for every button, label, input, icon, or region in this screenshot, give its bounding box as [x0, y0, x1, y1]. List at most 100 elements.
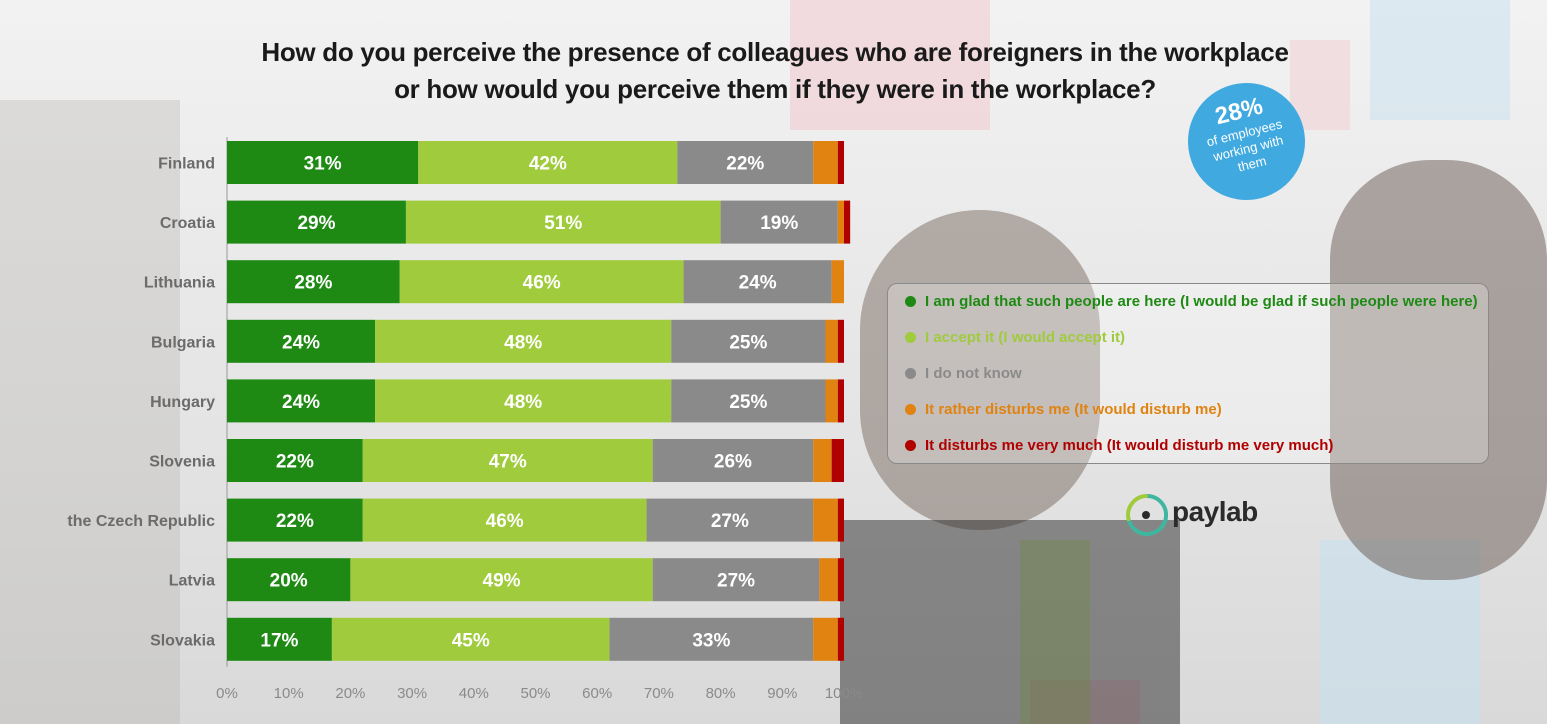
- category-label: Slovakia: [150, 632, 215, 649]
- bar-segment: [331, 617, 610, 661]
- data-label: 47%: [489, 452, 527, 473]
- legend-item-dont-know: I do not know: [905, 361, 1022, 385]
- bar-segment: [227, 498, 363, 542]
- bar-segment: [819, 558, 838, 602]
- data-label: 27%: [717, 571, 755, 592]
- bar-segment: [362, 498, 647, 542]
- bar-segment: [837, 498, 844, 542]
- bar-segment: [813, 141, 838, 184]
- bar-segment: [813, 617, 838, 661]
- data-label: 42%: [529, 154, 567, 175]
- bar-segment: [652, 558, 820, 602]
- data-label: 49%: [483, 571, 521, 592]
- bar-segment: [418, 141, 678, 184]
- data-label: 19%: [760, 213, 798, 234]
- bar-segment: [671, 379, 826, 423]
- bar-segment: [399, 260, 684, 304]
- bar-segment: [831, 439, 844, 482]
- category-label: Lithuania: [144, 275, 215, 292]
- legend-item-disturbs-very-much: It disturbs me very much (It would distu…: [905, 433, 1333, 457]
- x-tick-label: 50%: [520, 685, 550, 702]
- bar-segment: [831, 260, 844, 304]
- category-label: Bulgaria: [151, 334, 215, 351]
- legend-swatch-dont-know: [905, 367, 916, 379]
- bar-segment: [227, 439, 363, 482]
- legend-item-glad: I am glad that such people are here (I w…: [905, 289, 1478, 313]
- bar-segment: [405, 200, 721, 244]
- data-label: 20%: [270, 571, 308, 592]
- bar-segment: [825, 379, 838, 423]
- x-tick-label: 30%: [397, 685, 427, 702]
- data-label: 25%: [729, 392, 767, 413]
- bar-segment: [837, 141, 844, 184]
- bar-segment: [813, 498, 838, 542]
- data-label: 48%: [504, 332, 542, 353]
- chart-title: How do you perceive the presence of coll…: [150, 34, 1400, 108]
- legend-label-glad: I am glad that such people are here (I w…: [925, 292, 1478, 310]
- bar-segment: [646, 498, 814, 542]
- bar-segment: [683, 260, 832, 304]
- category-label: Slovenia: [149, 454, 215, 471]
- data-label: 22%: [276, 511, 314, 532]
- data-label: 33%: [692, 630, 730, 651]
- data-label: 48%: [504, 392, 542, 413]
- legend-label-disturbs-very-much: It disturbs me very much (It would distu…: [925, 436, 1334, 454]
- data-label: 46%: [523, 273, 561, 294]
- legend-swatch-disturbs-very-much: [905, 439, 916, 451]
- bar-segment: [609, 617, 814, 661]
- legend-swatch-glad: [905, 295, 916, 307]
- x-tick-label: 0%: [216, 685, 238, 702]
- data-label: 27%: [711, 511, 749, 532]
- category-label: Hungary: [150, 394, 215, 411]
- legend-swatch-accept: [905, 331, 916, 343]
- bar-segment: [671, 319, 826, 363]
- x-tick-label: 10%: [274, 685, 304, 702]
- data-label: 28%: [294, 273, 332, 294]
- chart-title-line-1: How do you perceive the presence of coll…: [261, 37, 1289, 67]
- data-label: 51%: [544, 213, 582, 234]
- legend-item-rather-disturbs: It rather disturbs me (It would disturb …: [905, 397, 1222, 421]
- paylab-logo-text: paylab: [1172, 496, 1258, 527]
- legend-label-dont-know: I do not know: [925, 364, 1022, 382]
- category-label: the Czech Republic: [67, 513, 215, 530]
- bar-segment: [837, 319, 844, 363]
- bar-segment: [350, 558, 653, 602]
- bar-segment: [227, 260, 400, 304]
- bar-segment: [837, 558, 844, 602]
- bar-segment: [375, 319, 672, 363]
- bar-segment: [677, 141, 814, 184]
- data-label: 26%: [714, 452, 752, 473]
- bar-segment: [844, 200, 851, 244]
- x-tick-label: 80%: [706, 685, 736, 702]
- x-tick-label: 70%: [644, 685, 674, 702]
- bar-segment: [837, 379, 844, 423]
- data-label: 29%: [297, 213, 335, 234]
- data-label: 17%: [260, 630, 298, 651]
- legend-label-accept: I accept it (I would accept it): [925, 328, 1126, 346]
- category-label: Latvia: [169, 573, 215, 590]
- bar-segment: [362, 439, 653, 482]
- bar-segment: [375, 379, 672, 423]
- bar-segment: [720, 200, 838, 244]
- chart-legend: I am glad that such people are here (I w…: [887, 283, 1489, 464]
- x-tick-label: 20%: [335, 685, 365, 702]
- data-label: 22%: [726, 154, 764, 175]
- data-label: 31%: [304, 154, 342, 175]
- legend-item-accept: I accept it (I would accept it): [905, 325, 1125, 349]
- bar-segment: [837, 617, 844, 661]
- category-label: Croatia: [160, 215, 215, 232]
- x-tick-label: 90%: [767, 685, 797, 702]
- x-tick-label: 60%: [582, 685, 612, 702]
- x-tick-label: 100%: [825, 685, 863, 702]
- bar-segment: [227, 558, 351, 602]
- data-label: 46%: [486, 511, 524, 532]
- data-label: 24%: [282, 392, 320, 413]
- x-tick-label: 40%: [459, 685, 489, 702]
- legend-swatch-rather-disturbs: [905, 403, 916, 415]
- bar-segment: [227, 141, 419, 184]
- bar-segment: [813, 439, 832, 482]
- category-label: Finland: [158, 156, 215, 173]
- data-label: 22%: [276, 452, 314, 473]
- bar-segment: [227, 319, 376, 363]
